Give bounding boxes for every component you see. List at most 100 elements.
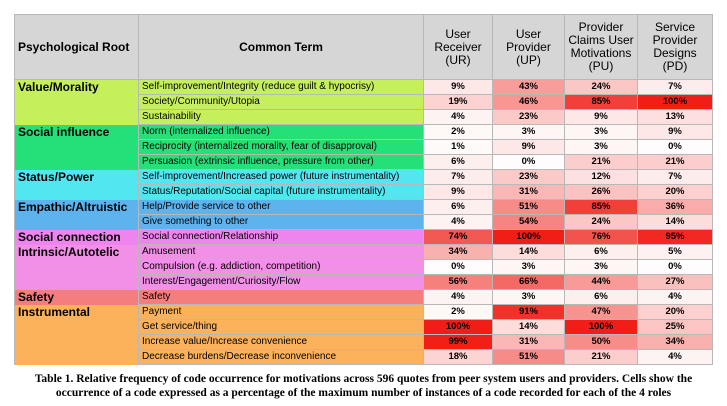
value-cell: 0%	[423, 259, 493, 275]
term-cell: Payment	[138, 304, 424, 320]
root-cell: Empathic/Altruistic	[14, 199, 139, 230]
value-cell: 3%	[492, 124, 565, 140]
term-cell: Amusement	[138, 244, 424, 260]
value-cell: 13%	[637, 109, 713, 125]
root-cell: Safety	[14, 289, 139, 305]
value-cell: 4%	[423, 109, 493, 125]
value-cell: 31%	[492, 184, 565, 200]
value-cell: 3%	[564, 139, 638, 155]
value-cell: 7%	[637, 79, 713, 95]
value-cell: 100%	[423, 319, 493, 335]
value-cell: 12%	[564, 169, 638, 185]
value-cell: 21%	[637, 154, 713, 170]
value-cell: 76%	[564, 229, 638, 245]
value-cell: 44%	[564, 274, 638, 290]
term-cell: Give something to other	[138, 214, 424, 230]
header-row: Psychological Root Common Term User Receiv…	[14, 14, 713, 80]
value-cell: 51%	[492, 199, 565, 215]
value-cell: 0%	[637, 139, 713, 155]
value-cell: 14%	[492, 244, 565, 260]
value-cell: 1%	[423, 139, 493, 155]
table-row: Sustainability 4% 23% 9% 13%	[15, 109, 713, 125]
value-cell: 4%	[423, 289, 493, 305]
root-cell: Intrinsic/Autotelic	[14, 244, 139, 290]
value-cell: 9%	[564, 109, 638, 125]
value-cell: 46%	[492, 94, 565, 110]
value-cell: 27%	[637, 274, 713, 290]
value-cell: 51%	[492, 349, 565, 365]
value-cell: 43%	[492, 79, 565, 95]
table-row: Instrumental Payment 2% 91% 47% 20%	[14, 304, 713, 365]
term-cell: Norm (internalized influence)	[138, 124, 424, 140]
value-cell: 6%	[423, 154, 493, 170]
term-cell: Persuasion (extrinsic influence, pressur…	[138, 154, 424, 170]
term-cell: Safety	[138, 289, 424, 305]
term-cell: Reciprocity (internalized morality, fear…	[138, 139, 424, 155]
value-cell: 3%	[492, 259, 565, 275]
table-row: Reciprocity (internalized morality, fear…	[15, 139, 713, 155]
table-body: Value/Morality Self-improvement/Integrity…	[14, 79, 713, 365]
value-cell: 6%	[564, 289, 638, 305]
term-cell: Social connection/Relationship	[138, 229, 424, 245]
value-cell: 19%	[423, 94, 493, 110]
value-cell: 20%	[637, 184, 713, 200]
term-cell: Self-improvement/Integrity (reduce guilt…	[138, 79, 424, 95]
value-cell: 2%	[423, 124, 493, 140]
value-cell: 34%	[423, 244, 493, 260]
value-cell: 3%	[564, 259, 638, 275]
table-row: Decrease burdens/Decrease inconvenience 1…	[15, 349, 713, 365]
motivation-table: Psychological Root Common Term User Receiv…	[14, 14, 713, 365]
header-cell: Common Term	[138, 14, 424, 80]
term-cell: Interest/Engagement/Curiosity/Flow	[138, 274, 424, 290]
table-row: Social connection Social connection/Relat…	[14, 229, 713, 245]
term-cell: Compulsion (e.g. addiction, competition)	[138, 259, 424, 275]
value-cell: 85%	[564, 94, 638, 110]
value-cell: 56%	[423, 274, 493, 290]
value-cell: 54%	[492, 214, 565, 230]
value-cell: 91%	[492, 304, 565, 320]
value-cell: 9%	[637, 124, 713, 140]
header-cell: Service Provider Designs (PD)	[637, 14, 713, 80]
value-cell: 4%	[423, 214, 493, 230]
term-cell: Self-improvement/Increased power (future…	[138, 169, 424, 185]
value-cell: 7%	[637, 169, 713, 185]
value-cell: 4%	[637, 349, 713, 365]
value-cell: 21%	[564, 154, 638, 170]
value-cell: 47%	[564, 304, 638, 320]
value-cell: 100%	[564, 319, 638, 335]
header-cell: User Receiver (UR)	[423, 14, 493, 80]
table-row: Status/Reputation/Social capital (future…	[15, 184, 713, 200]
table-row: Increase value/Increase convenience 99% 31…	[15, 334, 713, 350]
value-cell: 24%	[564, 214, 638, 230]
value-cell: 100%	[492, 229, 565, 245]
table-wrap: Psychological Root Common Term User Receiv…	[14, 14, 713, 365]
value-cell: 74%	[423, 229, 493, 245]
table-row: Get service/thing 100% 14% 100% 25%	[15, 319, 713, 335]
value-cell: 0%	[492, 154, 565, 170]
value-cell: 20%	[637, 304, 713, 320]
value-cell: 14%	[637, 214, 713, 230]
value-cell: 5%	[637, 244, 713, 260]
value-cell: 3%	[492, 289, 565, 305]
value-cell: 66%	[492, 274, 565, 290]
value-cell: 2%	[423, 304, 493, 320]
value-cell: 0%	[637, 259, 713, 275]
root-cell: Social connection	[14, 229, 139, 245]
value-cell: 14%	[492, 319, 565, 335]
value-cell: 7%	[423, 169, 493, 185]
term-cell: Society/Community/Utopia	[138, 94, 424, 110]
value-cell: 31%	[492, 334, 565, 350]
value-cell: 9%	[492, 139, 565, 155]
table-row: Persuasion (extrinsic influence, pressur…	[15, 154, 713, 170]
value-cell: 6%	[423, 199, 493, 215]
table-row: Social influence Norm (internalized influ…	[14, 124, 713, 170]
table-row: Status/Power Self-improvement/Increased p…	[14, 169, 713, 200]
header-cell: Provider Claims User Motivations (PU)	[564, 14, 638, 80]
header-cell: Psychological Root	[14, 14, 139, 80]
value-cell: 4%	[637, 289, 713, 305]
table-row: Empathic/Altruistic Help/Provide service …	[14, 199, 713, 230]
value-cell: 100%	[637, 94, 713, 110]
value-cell: 85%	[564, 199, 638, 215]
term-cell: Decrease burdens/Decrease inconvenience	[138, 349, 424, 365]
value-cell: 21%	[564, 349, 638, 365]
